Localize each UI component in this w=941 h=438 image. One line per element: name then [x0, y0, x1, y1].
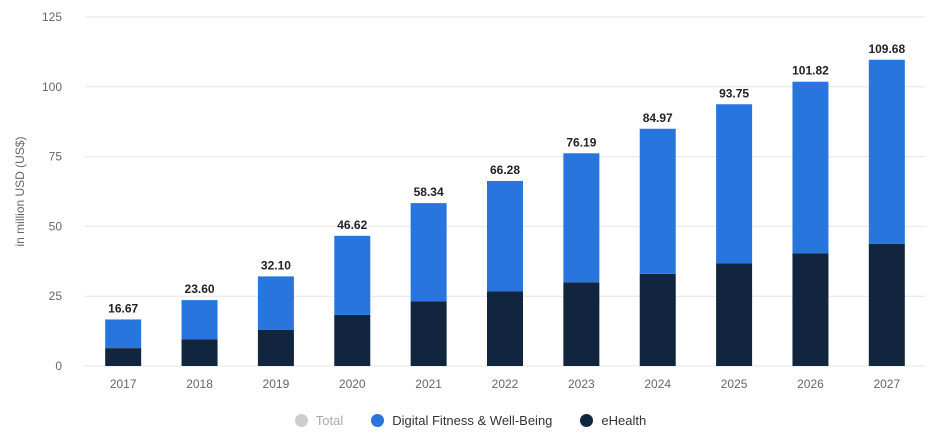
bar-ehealth[interactable] — [487, 291, 523, 366]
x-tick-label: 2022 — [492, 377, 519, 391]
legend-item[interactable]: Total — [294, 412, 344, 428]
bar-digital-fitness[interactable] — [716, 104, 753, 264]
x-tick-label: 2017 — [110, 377, 137, 391]
data-label-total: 76.19 — [566, 135, 596, 149]
x-tick-label: 2023 — [568, 377, 595, 391]
bar-ehealth[interactable] — [792, 253, 829, 366]
data-label-total: 101.82 — [792, 64, 829, 78]
bar-ehealth[interactable] — [410, 301, 447, 366]
bar-ehealth[interactable] — [181, 339, 218, 366]
y-tick-label: 25 — [49, 289, 63, 303]
data-label-total: 84.97 — [643, 111, 673, 125]
x-tick-label: 2018 — [186, 377, 213, 391]
bar-ehealth[interactable] — [716, 263, 753, 366]
legend-item[interactable]: eHealth — [580, 413, 646, 428]
bar-ehealth[interactable] — [639, 273, 676, 366]
legend-swatch — [294, 413, 308, 427]
bar-digital-fitness[interactable] — [181, 300, 218, 340]
y-tick-label: 100 — [42, 80, 62, 94]
data-label-total: 58.34 — [414, 185, 444, 199]
data-label-total: 66.28 — [490, 163, 520, 177]
bar-digital-fitness[interactable] — [792, 81, 829, 254]
data-label-total: 16.67 — [108, 301, 138, 315]
legend-item[interactable]: Digital Fitness & Well-Being — [371, 413, 552, 428]
data-label-total: 46.62 — [337, 218, 367, 232]
y-tick-label: 50 — [49, 219, 63, 233]
legend-label: eHealth — [601, 412, 647, 428]
bar-ehealth[interactable] — [563, 282, 600, 366]
bar-digital-fitness[interactable] — [410, 203, 447, 302]
x-tick-label: 2021 — [415, 377, 442, 391]
data-label-total: 32.10 — [261, 258, 291, 272]
bar-digital-fitness[interactable] — [868, 59, 905, 244]
y-tick-label: 125 — [42, 10, 62, 24]
stacked-bar-chart: 0 25 50 75 100 125 in million USD (US$) 16.67 20… — [13, 10, 925, 391]
bar-digital-fitness[interactable] — [639, 128, 676, 274]
bar-digital-fitness[interactable] — [334, 235, 371, 315]
x-tick-label: 2020 — [339, 377, 366, 391]
x-tick-label: 2024 — [644, 377, 671, 391]
bar-ehealth[interactable] — [868, 243, 905, 366]
x-tick-label: 2026 — [797, 377, 824, 391]
bar-digital-fitness[interactable] — [257, 276, 294, 330]
x-tick-label: 2027 — [873, 377, 900, 391]
bar-digital-fitness[interactable] — [105, 319, 142, 349]
bar-ehealth[interactable] — [334, 314, 371, 366]
bar-ehealth[interactable] — [105, 348, 142, 366]
bar-digital-fitness[interactable] — [563, 153, 600, 283]
bar-ehealth[interactable] — [257, 329, 294, 366]
data-label-total: 93.75 — [719, 86, 749, 100]
bar-digital-fitness[interactable] — [487, 180, 523, 292]
legend: Total Digital Fitness & Well-Being eHealth — [0, 410, 941, 430]
x-tick-label: 2025 — [721, 377, 748, 391]
x-tick-label: 2019 — [263, 377, 290, 391]
data-label-total: 23.60 — [185, 282, 215, 296]
y-tick-label: 0 — [55, 359, 62, 373]
legend-swatch — [580, 413, 594, 427]
legend-label: Digital Fitness & Well-Being — [392, 412, 553, 428]
legend-label: Total — [315, 412, 344, 428]
y-tick-label: 75 — [49, 150, 63, 164]
legend-swatch — [371, 413, 385, 427]
y-axis-title: in million USD (US$) — [13, 136, 27, 246]
data-label-total: 109.68 — [868, 42, 905, 56]
